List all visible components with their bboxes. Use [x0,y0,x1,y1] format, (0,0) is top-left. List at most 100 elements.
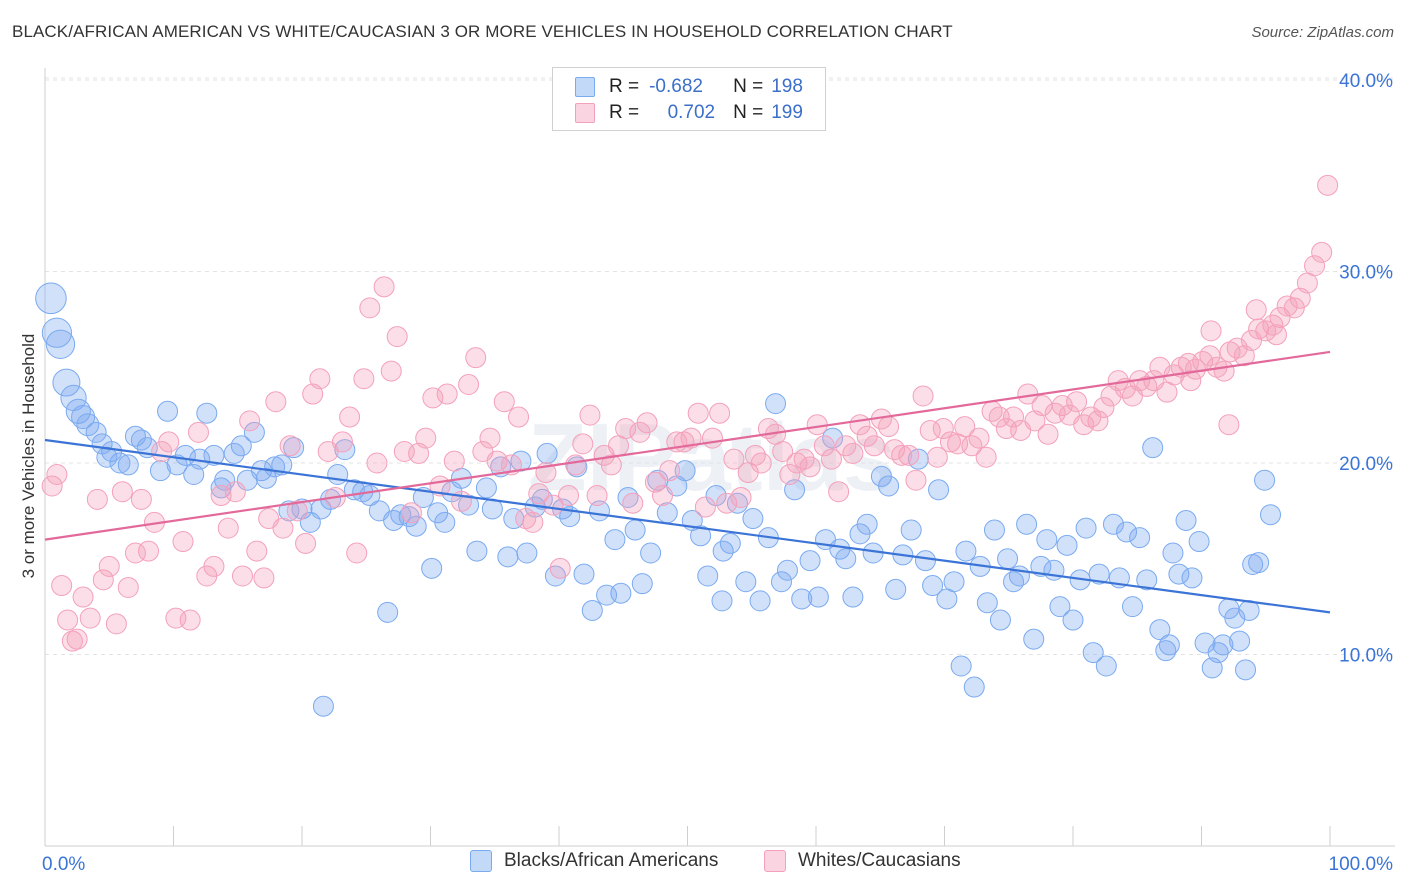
scatter-point [45,329,76,359]
scatter-point [1260,504,1282,526]
scatter-point [1102,513,1124,535]
scatter-point [644,471,666,493]
scatter-point [1088,563,1110,585]
scatter-point [891,444,913,466]
scatter-point [1036,529,1058,551]
scatter-point [610,582,632,604]
scatter-point [230,435,252,457]
scatter-point [954,416,976,438]
bottom-legend-swatch-pink [764,850,786,872]
scatter-point [765,393,787,415]
legend-r-value: -0.682 [649,76,703,97]
scatter-point [1158,634,1180,656]
scatter-point [976,592,998,614]
scatter-point [346,542,368,564]
scatter-point [1245,299,1267,321]
scatter-point [687,402,709,424]
scatter-point [528,483,550,505]
scatter-point [246,540,268,562]
scatter-point [1254,469,1276,491]
scatter-point [750,452,772,474]
scatter-point [690,525,712,547]
scatter-point [516,542,538,564]
scatter-point [983,519,1005,541]
x-tick-label: 100.0% [1329,854,1394,875]
scatter-point [975,446,997,468]
scatter-point [1265,324,1287,346]
scatter-point [842,442,864,464]
scatter-point [1121,596,1143,618]
correlation-legend: R = -0.682 N = 198 R = 0.702 N = 199 [552,67,826,131]
scatter-point [210,485,232,507]
scatter-point [579,404,601,426]
scatter-point [932,418,954,440]
scatter-point [415,427,437,449]
scatter-point [286,500,308,522]
scatter-point [694,496,716,518]
scatter-point [1062,609,1084,631]
source-label: Source: ZipAtlas.com [1251,24,1394,41]
y-tick-labels: 10.0% 20.0% 30.0% 40.0% [1339,71,1393,667]
scatter-point [458,494,480,516]
scatter-point [353,368,375,390]
y-axis-label: 3 or more Vehicles in Household [19,334,38,579]
scatter-point [35,282,67,315]
scatter-point [1255,320,1277,342]
scatter-point [968,427,990,449]
legend-n-label: N = [733,76,764,97]
scatter-point [466,540,488,562]
scatter-point [359,297,381,319]
scatter-point [586,485,608,507]
scatter-point [232,565,254,587]
x-tick-labels: 0.0% 100.0% [42,854,1393,875]
scatter-point [1075,517,1097,539]
scatter-point [1175,509,1197,531]
scatter-point [1129,527,1151,549]
scatter-point [1311,241,1333,263]
scatter-point [46,463,68,485]
bottom-legend-whites: Whites/Caucasians [764,850,961,872]
scatter-point [1235,659,1257,681]
scatter-point [807,586,829,608]
scatter-point [255,467,277,489]
scatter-point [719,532,741,554]
axes [44,68,1395,847]
scatter-point [224,481,246,503]
scatter-point [243,421,265,443]
scatter-point [820,448,842,470]
scatter-point [57,609,79,631]
scatter-point [1136,569,1158,591]
scatter-point [742,508,764,530]
scatter-point [486,450,508,472]
scatter-point [41,475,63,497]
scatter-point [884,439,906,461]
scatter-point [1003,406,1025,428]
scatter-point [172,531,194,553]
scatter-point [1188,531,1210,553]
scatter-point [1212,634,1234,656]
scatter-point [383,509,405,531]
scatter-point [309,368,331,390]
legend-row-whites: R = 0.702 N = 199 [575,101,803,125]
scatter-point [1066,391,1088,413]
trend-lines [44,350,1331,614]
scatter-point [697,565,719,587]
scatter-point [52,368,81,397]
scatter-point [327,463,349,485]
scatter-point [373,276,395,298]
scatter-point [863,435,885,457]
scatter-point [124,425,146,447]
scatter-point [1023,628,1045,650]
scatter-point [76,413,100,437]
scatter-point [799,550,821,572]
scatter-point [79,607,101,629]
scatter-point [1229,630,1251,652]
legend-r-label: R = [609,102,640,123]
legend-n-label: N = [733,102,764,123]
scatter-point [1082,642,1104,664]
scatter-point [111,481,133,503]
scatter-point [422,387,444,409]
scatter-point [1180,370,1202,392]
scatter-point [905,469,927,491]
